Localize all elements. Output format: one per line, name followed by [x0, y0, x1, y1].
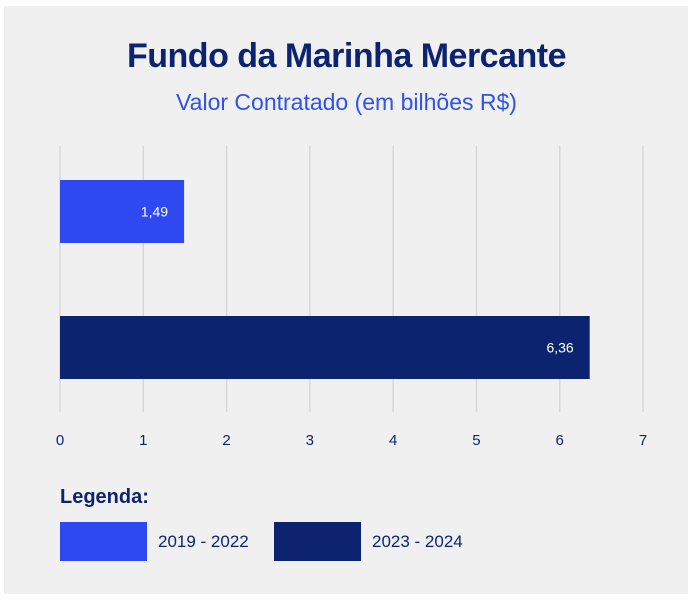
x-tick-label-4: 4 [389, 432, 397, 449]
chart-title: Fundo da Marinha Mercante [127, 37, 567, 75]
x-tick-label-5: 5 [472, 432, 480, 449]
legend-title: Legenda: [60, 486, 149, 508]
legend-item-2023-2024: 2023 - 2024 [274, 522, 463, 561]
legend-swatch-2023-2024 [274, 522, 361, 561]
legend-swatch-2019-2022 [60, 522, 147, 561]
x-tick-label-0: 0 [56, 432, 64, 449]
x-tick-label-1: 1 [139, 432, 147, 449]
legend-label-2019-2022: 2019 - 2022 [158, 531, 249, 551]
chart-subtitle: Valor Contratado (em bilhões R$) [176, 89, 517, 115]
bar-value-label-2019-2022: 1,49 [141, 204, 168, 220]
bar-value-label-2023-2024: 6,36 [546, 340, 573, 356]
legend-item-2019-2022: 2019 - 2022 [60, 522, 249, 561]
chart-card [4, 6, 688, 594]
x-tick-label-6: 6 [556, 432, 564, 449]
bar-2023-2024 [60, 316, 590, 379]
bar-2019-2022 [60, 180, 185, 243]
x-tick-label-3: 3 [306, 432, 314, 449]
x-tick-label-7: 7 [639, 432, 647, 449]
legend-label-2023-2024: 2023 - 2024 [372, 531, 463, 551]
x-tick-label-2: 2 [222, 432, 230, 449]
